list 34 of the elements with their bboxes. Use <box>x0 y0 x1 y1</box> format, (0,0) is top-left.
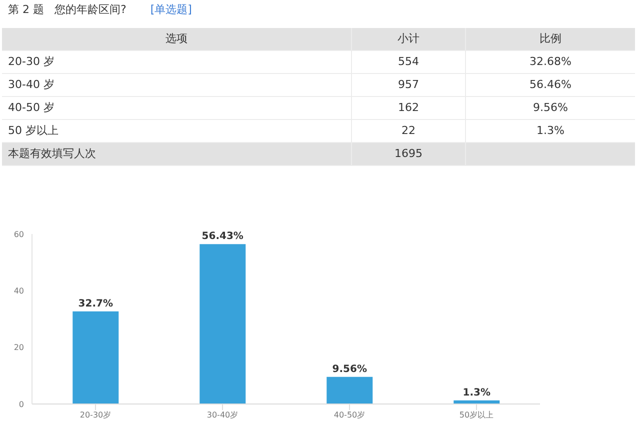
data-label: 1.3% <box>462 387 491 398</box>
y-tick-label: 20 <box>14 343 24 352</box>
text: 40-50 岁 <box>2 97 352 119</box>
text: 162 <box>352 97 466 119</box>
data-label: 56.43% <box>202 231 244 242</box>
text: 32.68% <box>528 54 572 70</box>
bar <box>72 311 119 404</box>
text: [单选题] <box>150 3 192 16</box>
text: 本题有效填写人次 <box>2 143 352 165</box>
text: 554 <box>352 51 466 73</box>
x-tick-label: 40-50岁 <box>334 410 366 420</box>
text: 56.46% <box>528 77 572 93</box>
text: 选项 <box>2 28 352 50</box>
y-tick-label: 40 <box>14 286 24 296</box>
text: 小计 <box>352 28 466 50</box>
text: 957 <box>352 74 466 96</box>
y-tick-label: 0 <box>18 400 24 409</box>
text: 22 <box>352 120 466 142</box>
bar <box>326 376 373 404</box>
text: 50 岁以上 <box>2 120 352 142</box>
text: 20-30 岁 <box>2 51 352 73</box>
data-label: 32.7% <box>78 298 113 310</box>
text: 1.3% <box>536 123 566 139</box>
x-tick-label: 50岁以上 <box>459 410 494 420</box>
text: 1695 <box>352 143 466 165</box>
x-tick-label: 30-40岁 <box>206 410 238 420</box>
text: 比例 <box>538 31 562 47</box>
data-label: 9.56% <box>332 364 367 375</box>
y-tick-label: 60 <box>14 230 24 239</box>
text: 30-40 岁 <box>2 74 352 96</box>
text: 第 2 题 您的年龄区间? <box>8 3 126 16</box>
text: 9.56% <box>532 100 569 116</box>
x-tick-label: 20-30岁 <box>80 410 112 420</box>
bar <box>200 244 246 404</box>
